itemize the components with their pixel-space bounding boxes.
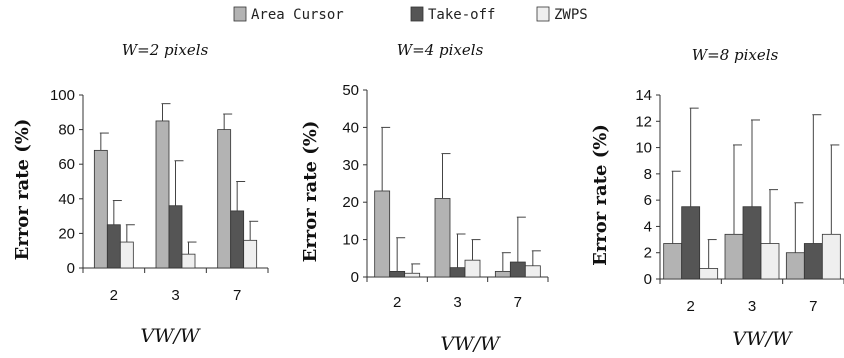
bar-zwps-7 <box>243 239 258 269</box>
y-tick-label: 12 <box>635 113 652 130</box>
bar-area-cursor-3 <box>155 120 170 269</box>
bar-take-off-7 <box>509 261 526 278</box>
bar-zwps-2 <box>119 241 134 269</box>
x-tick-label: 2 <box>110 287 118 304</box>
x-tick-label: 2 <box>686 298 694 315</box>
y-tick-label: 8 <box>644 166 652 183</box>
bar-area-cursor-3 <box>434 198 451 278</box>
x-tick-label: 7 <box>809 298 817 315</box>
bar-zwps-3 <box>464 259 481 278</box>
y-tick-label: 2 <box>644 245 652 262</box>
y-tick-label: 10 <box>635 140 652 157</box>
x-tick-label: 7 <box>233 287 241 304</box>
bar-area-cursor-3 <box>724 233 744 280</box>
chart-title: W=8 pixels <box>692 46 779 64</box>
chart-panel-2: W=4 pixels 0 10 20 30 40 50 Error rate (%) 2 3 7 VW… <box>300 41 549 355</box>
y-tick-label: 14 <box>635 87 652 104</box>
y-tick-label: 100 <box>50 87 75 104</box>
legend-label-zwps: ZWPS <box>554 7 588 23</box>
bar-area-cursor-7 <box>217 129 232 269</box>
bar-area-cursor-7 <box>494 270 511 278</box>
x-axis-label: VW/W <box>440 333 501 355</box>
bar-take-off-2 <box>681 206 701 280</box>
bar-take-off-3 <box>449 267 466 278</box>
bar-take-off-2 <box>389 270 406 278</box>
y-tick-label: 6 <box>644 192 652 209</box>
bar-area-cursor-2 <box>663 243 683 280</box>
bar-take-off-3 <box>168 205 183 269</box>
y-tick-label: 20 <box>342 194 359 211</box>
legend-swatch-zwps <box>536 6 550 22</box>
y-tick-label: 40 <box>342 119 359 136</box>
bar-take-off-7 <box>803 243 823 280</box>
bar-zwps-2 <box>699 268 719 280</box>
y-tick-label: 0 <box>67 260 75 277</box>
x-axis-label: VW/W <box>732 328 793 350</box>
y-tick-label: 30 <box>342 157 359 174</box>
y-tick-label: 20 <box>58 225 75 242</box>
legend-label-take-off: Take-off <box>428 7 495 23</box>
y-tick-label: 80 <box>58 122 75 139</box>
x-tick-label: 2 <box>393 294 401 311</box>
bar-zwps-3 <box>760 243 780 280</box>
y-tick-label: 0 <box>351 269 359 286</box>
bar-zwps-7 <box>524 265 541 278</box>
chart-title: W=2 pixels <box>122 41 209 59</box>
chart-panel-3: W=8 pixels 0 2 4 6 8 10 12 14 Error rate (%) 2 3 7 VW… <box>590 46 844 350</box>
legend-swatch-area-cursor <box>233 6 247 22</box>
bar-zwps-3 <box>181 253 196 269</box>
y-axis-label: Error rate (%) <box>12 119 33 261</box>
bar-take-off-3 <box>742 206 762 280</box>
bar-area-cursor-2 <box>374 190 391 278</box>
y-tick-label: 40 <box>58 191 75 208</box>
bar-area-cursor-2 <box>93 149 108 269</box>
legend-label-area-cursor: Area Cursor <box>251 7 344 23</box>
x-tick-label: 7 <box>514 294 522 311</box>
y-tick-label: 10 <box>342 232 359 249</box>
legend-swatch-take-off <box>410 6 424 22</box>
x-tick-label: 3 <box>748 298 756 315</box>
y-tick-label: 0 <box>644 271 652 288</box>
x-tick-label: 3 <box>171 287 179 304</box>
legend-entry-take-off: Take-off <box>410 6 495 23</box>
x-axis-label: VW/W <box>140 325 201 347</box>
y-tick-label: 60 <box>58 156 75 173</box>
bar-take-off-7 <box>230 210 245 269</box>
bar-take-off-2 <box>106 224 121 269</box>
bar-zwps-7 <box>821 233 841 280</box>
y-axis-label: Error rate (%) <box>300 121 321 263</box>
chart-panel-1: W=2 pixels 0 20 40 60 80 100 Error rate (%) 2 3 7 V… <box>12 41 269 347</box>
bar-zwps-2 <box>404 272 421 278</box>
legend-entry-zwps: ZWPS <box>536 6 588 23</box>
legend-entry-area-cursor: Area Cursor <box>233 6 344 23</box>
legend: Area Cursor Take-off ZWPS <box>233 6 588 23</box>
y-tick-label: 4 <box>644 218 652 235</box>
y-axis-label: Error rate (%) <box>590 124 611 266</box>
chart-title: W=4 pixels <box>397 41 484 59</box>
y-tick-label: 50 <box>342 82 359 99</box>
x-tick-label: 3 <box>453 294 461 311</box>
bar-area-cursor-7 <box>785 252 805 280</box>
